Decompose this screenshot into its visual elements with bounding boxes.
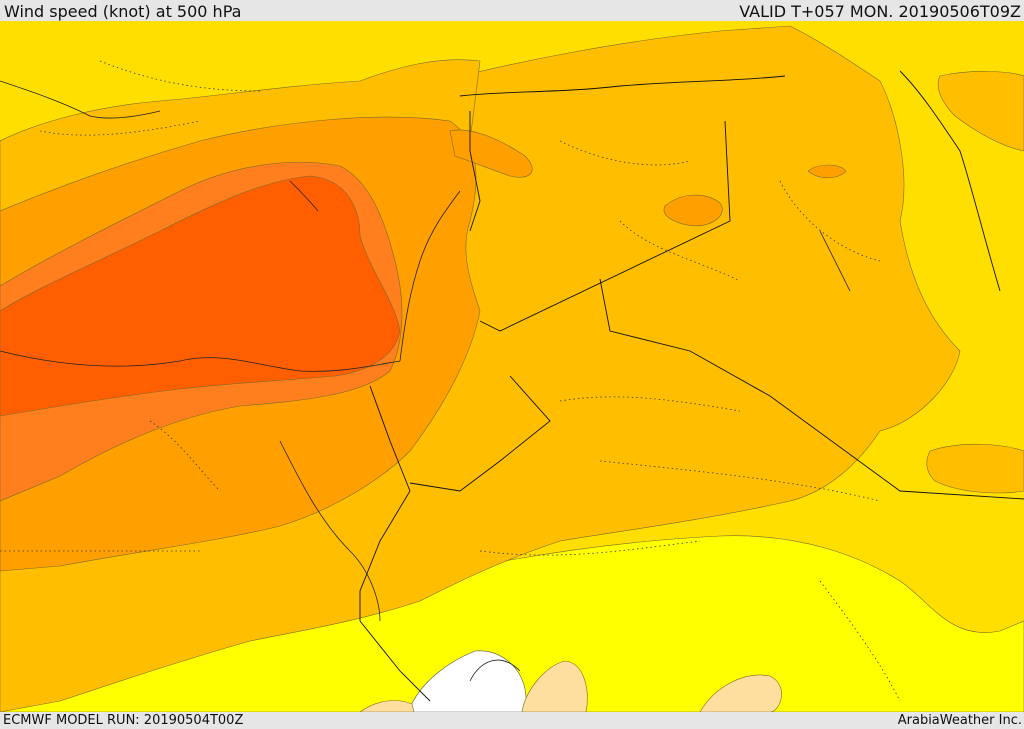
valid-time: VALID T+057 MON. 20190506T09Z — [739, 2, 1021, 21]
coastlines — [0, 80, 851, 682]
wind-band-high-2 — [663, 194, 723, 227]
wind-band-low-1 — [359, 700, 415, 712]
wind-band-low-2 — [521, 660, 588, 712]
map-title: Wind speed (knot) at 500 hPa — [4, 2, 242, 21]
province-boundaries — [0, 60, 901, 702]
model-run-label: ECMWF MODEL RUN: 20190504T00Z — [3, 713, 244, 728]
wind-band-mid-high-se — [926, 443, 1024, 494]
wind-band-max — [0, 175, 401, 417]
wind-band-mid-high-e — [937, 71, 1024, 152]
country-borders — [359, 70, 1024, 702]
wind-speed-map — [0, 21, 1024, 712]
wind-band-low-3 — [699, 674, 782, 712]
credit-label: ArabiaWeather Inc. — [897, 713, 1022, 728]
wind-band-high-3 — [807, 164, 847, 179]
wind-band-high-4 — [449, 129, 533, 178]
wind-band-lowest — [407, 650, 529, 712]
